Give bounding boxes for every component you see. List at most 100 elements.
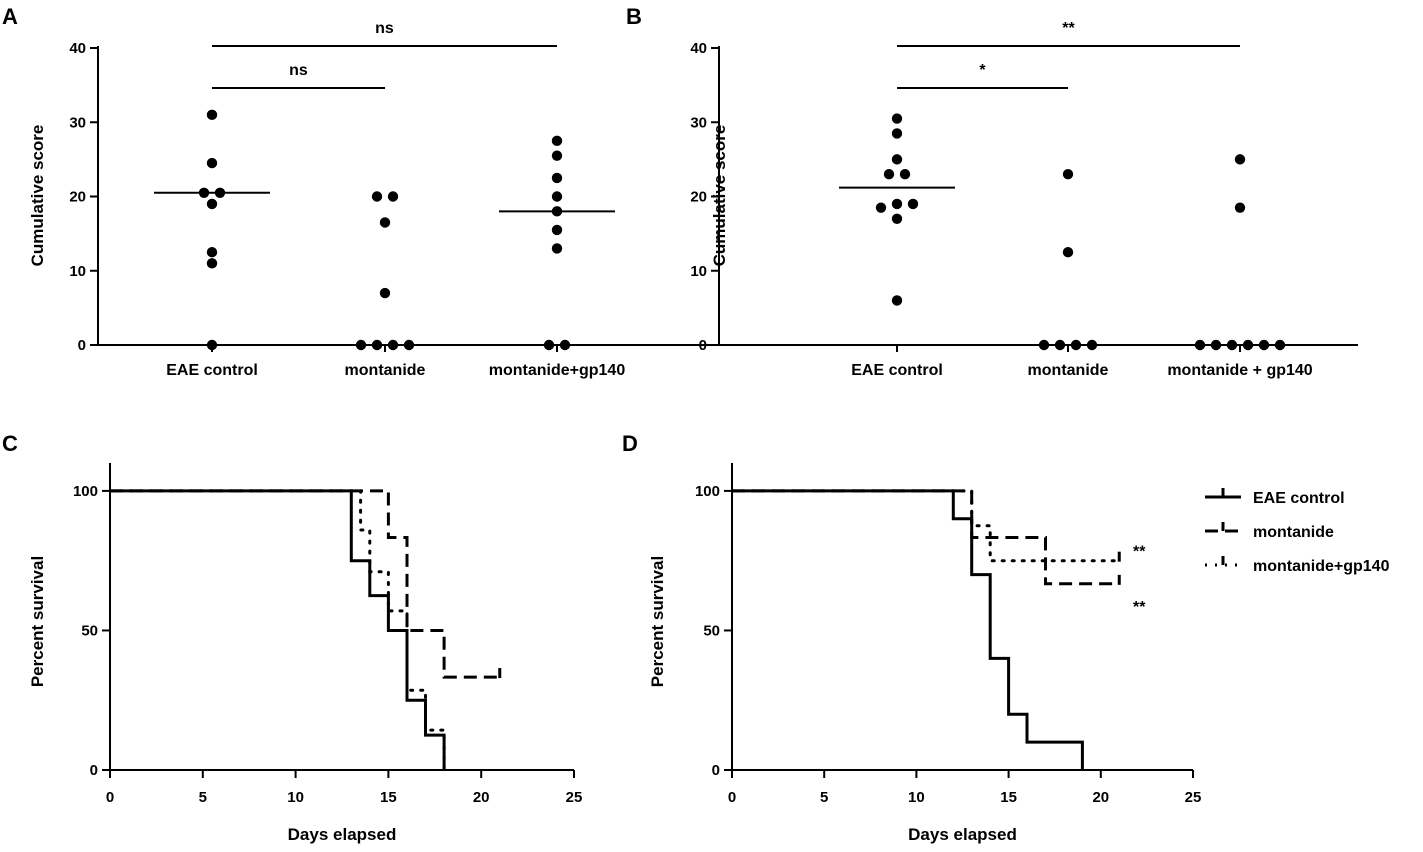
- data-point: [891, 295, 903, 306]
- y-tick-label: 50: [81, 622, 98, 639]
- y-axis-title: Cumulative score: [710, 125, 729, 267]
- x-tick-label: 15: [1000, 789, 1017, 806]
- data-point: [206, 198, 218, 210]
- x-tick-label: 25: [1185, 789, 1202, 806]
- legend-label: montanide+gp140: [1253, 558, 1390, 575]
- x-category-label: EAE control: [851, 362, 943, 379]
- x-tick-label: 25: [566, 789, 583, 806]
- data-point: [891, 198, 903, 210]
- data-point: [899, 169, 911, 180]
- legend-label: EAE control: [1253, 490, 1345, 507]
- y-tick-label: 30: [69, 114, 86, 131]
- data-point: [551, 135, 563, 147]
- data-point: [1210, 339, 1222, 351]
- x-tick-label: 5: [820, 789, 828, 806]
- x-axis-title: Days elapsed: [288, 825, 397, 844]
- survival-curve-montanide: [732, 489, 1120, 586]
- data-point: [559, 339, 571, 351]
- x-tick-label: 15: [380, 789, 397, 806]
- plot-layer: [90, 45, 1358, 778]
- data-point: [214, 187, 226, 198]
- data-point: [355, 339, 367, 351]
- data-point: [206, 246, 218, 258]
- data-point: [891, 128, 903, 139]
- data-point: [371, 339, 383, 351]
- data-point: [206, 157, 218, 169]
- x-tick-label: 20: [473, 789, 490, 806]
- data-point: [206, 109, 218, 121]
- y-tick-label: 100: [73, 483, 98, 500]
- data-point: [1258, 339, 1270, 351]
- significance-label: **: [1133, 599, 1146, 616]
- data-point: [1234, 154, 1246, 165]
- y-tick-label: 30: [690, 114, 707, 131]
- panel-letter-b: B: [626, 4, 642, 29]
- x-tick-label: 0: [106, 789, 114, 806]
- x-tick-label: 0: [728, 789, 736, 806]
- x-category-label: montanide + gp140: [1167, 362, 1312, 379]
- y-tick-label: 20: [69, 189, 86, 206]
- significance-label: **: [1133, 544, 1146, 561]
- x-tick-label: 20: [1092, 789, 1109, 806]
- y-tick-label: 0: [90, 762, 98, 779]
- x-category-label: EAE control: [166, 362, 258, 379]
- x-category-label: montanide+gp140: [489, 362, 626, 379]
- y-tick-label: 40: [690, 40, 707, 57]
- x-category-label: montanide: [1028, 362, 1109, 379]
- data-point: [891, 154, 903, 165]
- data-point: [1062, 169, 1074, 180]
- data-point: [891, 113, 903, 124]
- data-point: [403, 339, 415, 351]
- data-point: [1226, 339, 1238, 351]
- significance-label: **: [1062, 20, 1075, 37]
- data-point: [371, 191, 383, 202]
- x-category-label: montanide: [345, 362, 426, 379]
- data-point: [1242, 339, 1254, 351]
- x-tick-label: 5: [199, 789, 207, 806]
- significance-label: *: [979, 62, 986, 79]
- survival-curve-montanide-gp140: [730, 489, 1121, 563]
- x-axis-title: Days elapsed: [908, 825, 1017, 844]
- data-point: [891, 213, 903, 224]
- significance-label: ns: [289, 62, 308, 79]
- survival-curve-montanide-gp140: [108, 489, 446, 772]
- data-point: [198, 187, 210, 198]
- data-point: [1062, 246, 1074, 258]
- y-tick-label: 0: [78, 337, 86, 354]
- x-tick-label: 10: [287, 789, 304, 806]
- y-tick-label: 100: [695, 483, 720, 500]
- y-tick-label: 0: [712, 762, 720, 779]
- data-point: [379, 287, 391, 299]
- y-tick-label: 20: [690, 189, 707, 206]
- y-axis-title: Percent survival: [28, 556, 47, 687]
- survival-curve-eae-control: [732, 489, 1084, 770]
- legend-label: montanide: [1253, 524, 1334, 541]
- y-tick-label: 10: [690, 263, 707, 280]
- data-point: [907, 198, 919, 210]
- data-point: [875, 202, 887, 213]
- data-point: [551, 243, 563, 254]
- survival-curve-eae-control: [110, 489, 446, 770]
- data-point: [551, 191, 563, 202]
- data-point: [551, 172, 563, 184]
- panel-letter-c: C: [2, 431, 18, 456]
- panel-letter-d: D: [622, 431, 638, 456]
- data-point: [206, 258, 218, 269]
- data-point: [1054, 339, 1066, 351]
- panel-letter-a: A: [2, 4, 18, 29]
- data-point: [1038, 339, 1050, 351]
- y-tick-label: 50: [703, 622, 720, 639]
- data-point: [1234, 202, 1246, 213]
- data-point: [551, 206, 563, 217]
- data-point: [387, 339, 399, 351]
- significance-label: ns: [375, 20, 394, 37]
- data-point: [206, 339, 218, 351]
- data-point: [883, 169, 895, 180]
- text-layer: A 0 10 20 30 40 Cumulative score EAE control mon…: [2, 4, 1390, 844]
- y-axis-title: Percent survival: [648, 556, 667, 687]
- data-point: [551, 150, 563, 161]
- y-axis-title: Cumulative score: [28, 125, 47, 267]
- y-tick-label: 10: [69, 263, 86, 280]
- data-point: [1274, 339, 1286, 351]
